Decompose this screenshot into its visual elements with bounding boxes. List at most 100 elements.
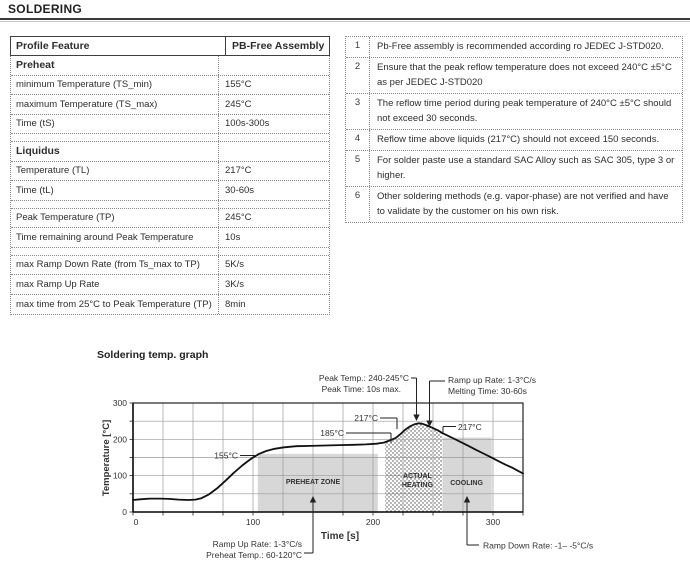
annotation-217-right: 217°C [458,422,482,432]
soldering-temp-graph: 0 100 200 300 0 100 200 300 Temperature [°C] Time… [101,373,593,560]
y-tick-label: 300 [113,398,127,408]
profile-feature-cell: max time from 25°C to Peak Temperature (… [11,294,219,314]
profile-table-header-assembly: PB-Free Assembly [225,37,329,55]
x-axis-label: Time [s] [321,531,359,542]
note-text: Pb-Free assembly is recommended accordin… [377,41,664,52]
x-tick-label: 100 [246,517,260,527]
note-row: 6 Other soldering methods (e.g. vapor-pha… [346,187,682,222]
profile-feature-cell: Time (tL) [11,181,219,200]
note-number: 3 [346,94,370,129]
profile-row: Time remaining around Peak Temperature 10… [11,228,329,248]
profile-row: Peak Temperature (TP) 245°C [11,208,329,228]
preheat-zone-label: PREHEAT ZONE [286,479,341,486]
note-text: Other soldering methods (e.g. vapor-phas… [377,191,669,217]
graph-title: Soldering temp. graph [97,349,209,361]
annotation-peak-temp: Peak Temp.: 240-245°C [319,373,409,383]
profile-table-header-row: Profile Feature PB-Free Assembly [10,36,330,56]
profile-row: maximum Temperature (TS_max) 245°C [11,95,329,115]
x-tick-label: 300 [486,517,500,527]
profile-row: Time (tS) 100s-300s [11,114,329,134]
profile-value-cell: 100s-300s [225,118,270,130]
profile-spacer-row [11,134,329,142]
note-text: For solder paste use a standard SAC Allo… [377,155,675,181]
zone-labels: PREHEAT ZONE ACTUAL HEATING COOLING [286,473,484,489]
profile-feature-cell: Time remaining around Peak Temperature [11,228,219,247]
annotation-ramp-up-rate-top: Ramp up Rate: 1-3°C/s [448,375,536,385]
annotation-preheat-temp: Preheat Temp.: 60-120°C [206,550,302,560]
axis-ticks [129,402,524,516]
profile-value-cell: 245°C [225,98,252,110]
graph-grid [133,403,523,512]
profile-row: minimum Temperature (TS_min) 155°C [11,75,329,95]
note-text: Ensure that the peak reflow temperature … [377,62,672,88]
temperature-curve [132,422,524,501]
profile-value-cell: 10s [225,231,241,243]
profile-feature-cell [11,200,219,208]
profile-value-cell [219,248,329,255]
note-row: 4 Reflow time above liquids (217°C) shoul… [346,130,682,151]
annotation-ramp-down-rate: Ramp Down Rate: -1– -5°C/s [483,541,593,551]
profile-value-cell [219,142,329,161]
profile-table-body: Preheat minimum Temperature (TS_min) 155°C… [10,56,330,315]
profile-feature-cell: maximum Temperature (TS_max) [11,95,219,114]
profile-feature-cell: max Ramp Up Rate [11,275,219,294]
profile-table-header-feature: Profile Feature [16,40,90,52]
profile-value-cell [219,134,329,141]
actual-heating-label-line2: HEATING [402,482,434,489]
title-divider [0,18,690,20]
profile-feature-cell [11,134,219,141]
profile-row: Preheat [11,56,329,76]
y-tick-label: 0 [122,507,127,517]
profile-feature-cell: Preheat [11,56,219,75]
cooling-zone-label: COOLING [450,480,483,487]
profile-row: max Ramp Down Rate (from Ts_max to TP) 5K… [11,255,329,275]
note-text: Reflow time above liquids (217°C) should… [377,134,660,145]
profile-feature-table: Profile Feature PB-Free Assembly Preheat… [10,36,330,315]
profile-value-cell: 3K/s [225,278,245,290]
profile-row: Time (tL) 30-60s [11,181,329,201]
profile-spacer-row [11,200,329,209]
page-title: SOLDERING [8,2,83,16]
profile-value-cell: 30-60s [225,184,255,196]
note-row: 1 Pb-Free assembly is recommended accordi… [346,37,682,58]
actual-heating-label-line1: ACTUAL [403,473,432,480]
note-row: 5 For solder paste use a standard SAC All… [346,151,682,187]
note-number: 2 [346,58,370,93]
profile-feature-cell: Liquidus [11,142,219,161]
profile-value-cell [219,201,329,208]
y-tick-label: 100 [113,471,127,481]
profile-feature-cell: Peak Temperature (TP) [11,208,219,227]
x-tick-label: 0 [134,517,139,527]
note-row: 2 Ensure that the peak reflow temperature… [346,58,682,94]
profile-feature-cell: Time (tS) [11,114,219,133]
profile-value-cell: 5K/s [225,259,245,271]
profile-feature-cell: Temperature (TL) [11,161,219,180]
note-text: The reflow time period during peak tempe… [377,98,672,124]
note-number: 4 [346,130,370,150]
note-number: 1 [346,37,370,57]
annotation-155: 155°C [214,451,238,461]
profile-value-cell: 155°C [225,79,252,91]
profile-row: Liquidus [11,142,329,162]
note-number: 6 [346,187,370,222]
profile-feature-cell: max Ramp Down Rate (from Ts_max to TP) [11,255,219,274]
note-number: 5 [346,151,370,186]
profile-row: Temperature (TL) 217°C [11,161,329,181]
y-axis-label: Temperature [°C] [101,420,112,496]
zone-preheat-zone [257,453,378,512]
profile-row: max Ramp Up Rate 3K/s [11,275,329,295]
x-tick-label: 200 [366,517,380,527]
profile-value-cell: 217°C [225,165,252,177]
profile-value-cell: 245°C [225,212,252,224]
note-row: 3 The reflow time period during peak temp… [346,94,682,130]
profile-value-cell: 8min [225,298,246,310]
title-divider-shadow [0,21,690,22]
profile-value-cell [219,56,329,75]
tick-labels: 0 100 200 300 0 100 200 300 [113,398,501,527]
profile-row: max time from 25°C to Peak Temperature (… [11,294,329,314]
annotation-peak-time: Peak Time: 10s max. [322,384,401,394]
annotation-lines [240,377,479,554]
profile-feature-cell: minimum Temperature (TS_min) [11,75,219,94]
annotation-ramp-up-rate-bottom: Ramp Up Rate: 1-3°C/s [213,539,302,549]
